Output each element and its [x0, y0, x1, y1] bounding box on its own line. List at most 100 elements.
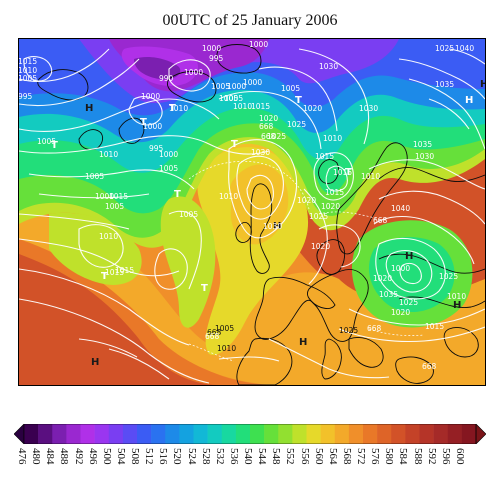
colorbar-tick: 600	[453, 446, 469, 492]
colorbar-tick: 528	[199, 446, 215, 492]
contour-label: 1005	[159, 164, 178, 173]
colorbar-swatch	[363, 424, 378, 444]
contour-label: 1025	[309, 212, 328, 221]
pressure-center-label: T	[231, 139, 238, 150]
contour-label: 1040	[391, 204, 410, 213]
pressure-center-label: H	[299, 337, 307, 348]
colorbar-tick-label: 500	[100, 448, 113, 465]
field-band	[230, 164, 289, 245]
contour-label: 1030	[251, 148, 270, 157]
colorbar-tick: 524	[186, 446, 201, 492]
contour-label: 995	[149, 144, 164, 153]
contour-label: 1010	[169, 104, 188, 113]
colorbar-swatch	[348, 424, 364, 444]
colorbar-tick: 536	[228, 446, 243, 492]
colorbar-swatch	[137, 424, 152, 444]
contour-label: 1010	[361, 172, 380, 181]
pressure-center-label: H	[91, 357, 99, 368]
contour-label: 1035	[413, 140, 432, 149]
contour-label: 1025	[267, 132, 286, 141]
colorbar-tick: 532	[213, 446, 229, 492]
colorbar-swatch	[122, 424, 138, 444]
contour-label: 1000	[202, 44, 221, 53]
colorbar-tick-label: 568	[340, 448, 353, 465]
colorbar-tick: 568	[340, 446, 356, 492]
contour-label: 1025	[339, 326, 358, 335]
contour-label: 995	[19, 92, 33, 101]
contour-label: 668	[207, 328, 222, 337]
contour-label: 1020	[373, 274, 392, 283]
colorbar-swatch	[320, 424, 336, 444]
coastlines	[37, 44, 485, 385]
geopotential-label: 668	[373, 216, 388, 225]
contour-label: 1005	[37, 137, 56, 146]
colorbar-tick-label: 508	[129, 448, 141, 465]
contour-label: 1035	[435, 80, 454, 89]
contour-label: 1020	[297, 196, 316, 205]
colorbar-swatch	[221, 424, 237, 444]
contour-label: 1010	[217, 344, 236, 353]
contour-label: 1000	[391, 264, 410, 273]
contour-label: 1010	[323, 134, 342, 143]
contour-label: 1020	[321, 202, 340, 211]
contour-label: 1020	[311, 242, 330, 251]
colorbar-tick-label: 576	[369, 448, 382, 465]
colorbar-swatch	[334, 424, 350, 444]
pressure-center-label: T	[140, 117, 147, 128]
colorbar-tick-label: 528	[199, 448, 212, 465]
colorbar-tick-label: 532	[213, 448, 226, 465]
field-band	[160, 196, 216, 328]
colorbar-tick-label: 552	[284, 448, 297, 465]
contour-label: 668	[259, 122, 274, 131]
colorbar-tick-label: 580	[383, 448, 396, 465]
colorbar-tick-label: 544	[256, 448, 269, 465]
colorbar-ticks: 476 480 484 488 492 496 500 504 508 512 516 520 524 5…	[0, 446, 500, 494]
colorbar-swatch	[207, 424, 223, 444]
colorbar-tick-label: 540	[242, 448, 254, 465]
colorbar-tick: 572	[355, 446, 370, 492]
colorbar-swatch	[80, 424, 95, 444]
colorbar-tick: 552	[284, 446, 299, 492]
contour-label: 1030	[263, 222, 282, 231]
contour-label: 1020	[303, 104, 322, 113]
colorbar-tick-label: 560	[312, 448, 325, 465]
contour-label: 1000	[227, 82, 246, 91]
colorbar-tick: 508	[129, 446, 144, 492]
colorbar-tick-label: 548	[270, 448, 283, 465]
colorbar-tick: 492	[73, 446, 88, 492]
contour-label: 1020	[391, 308, 410, 317]
colorbar-tick-label: 496	[86, 448, 99, 465]
contour-labels: 1015101010059951000990100099510001005100…	[19, 40, 474, 371]
colorbar-tick: 520	[171, 446, 186, 492]
colorbar-tick-label: 480	[30, 448, 43, 465]
colorbar-tick-label: 600	[453, 448, 466, 465]
colorbar-tick: 496	[86, 446, 102, 492]
pressure-center-label: T	[174, 189, 181, 200]
contour-label: 1015	[109, 192, 128, 201]
colorbar-swatch	[151, 424, 166, 444]
contour-label: 1005	[281, 84, 300, 93]
contour-label: 1015	[333, 168, 352, 177]
colorbar-tick: 560	[312, 446, 328, 492]
colorbar-arrow-left	[14, 424, 25, 444]
pressure-center-label: T	[51, 140, 58, 151]
colorbar-swatch	[419, 424, 434, 444]
pressure-center-label: H	[480, 79, 485, 90]
colorbar-tick-label: 488	[58, 448, 71, 465]
contour-label: 995	[209, 54, 224, 63]
colorbar-tick-label: 572	[355, 448, 367, 465]
colorbar-swatch	[52, 424, 67, 444]
contour-label: 1015	[19, 57, 37, 66]
contour-label: 1035	[379, 290, 398, 299]
colorbar-frame	[23, 424, 477, 444]
colorbar-swatch	[278, 424, 293, 444]
map-svg: H H H H H H H H H H T T T T T T T T T	[19, 39, 485, 385]
contour-label: 1000	[243, 78, 262, 87]
contour-label: 1005	[179, 210, 198, 219]
colorbar-swatch	[405, 424, 420, 444]
colorbar-swatch	[306, 424, 321, 444]
colorbar-tick-label: 584	[397, 448, 410, 465]
contour-label: 1010	[233, 102, 252, 111]
colorbar-tick: 540	[242, 446, 257, 492]
contour-label: 1010	[219, 192, 238, 201]
